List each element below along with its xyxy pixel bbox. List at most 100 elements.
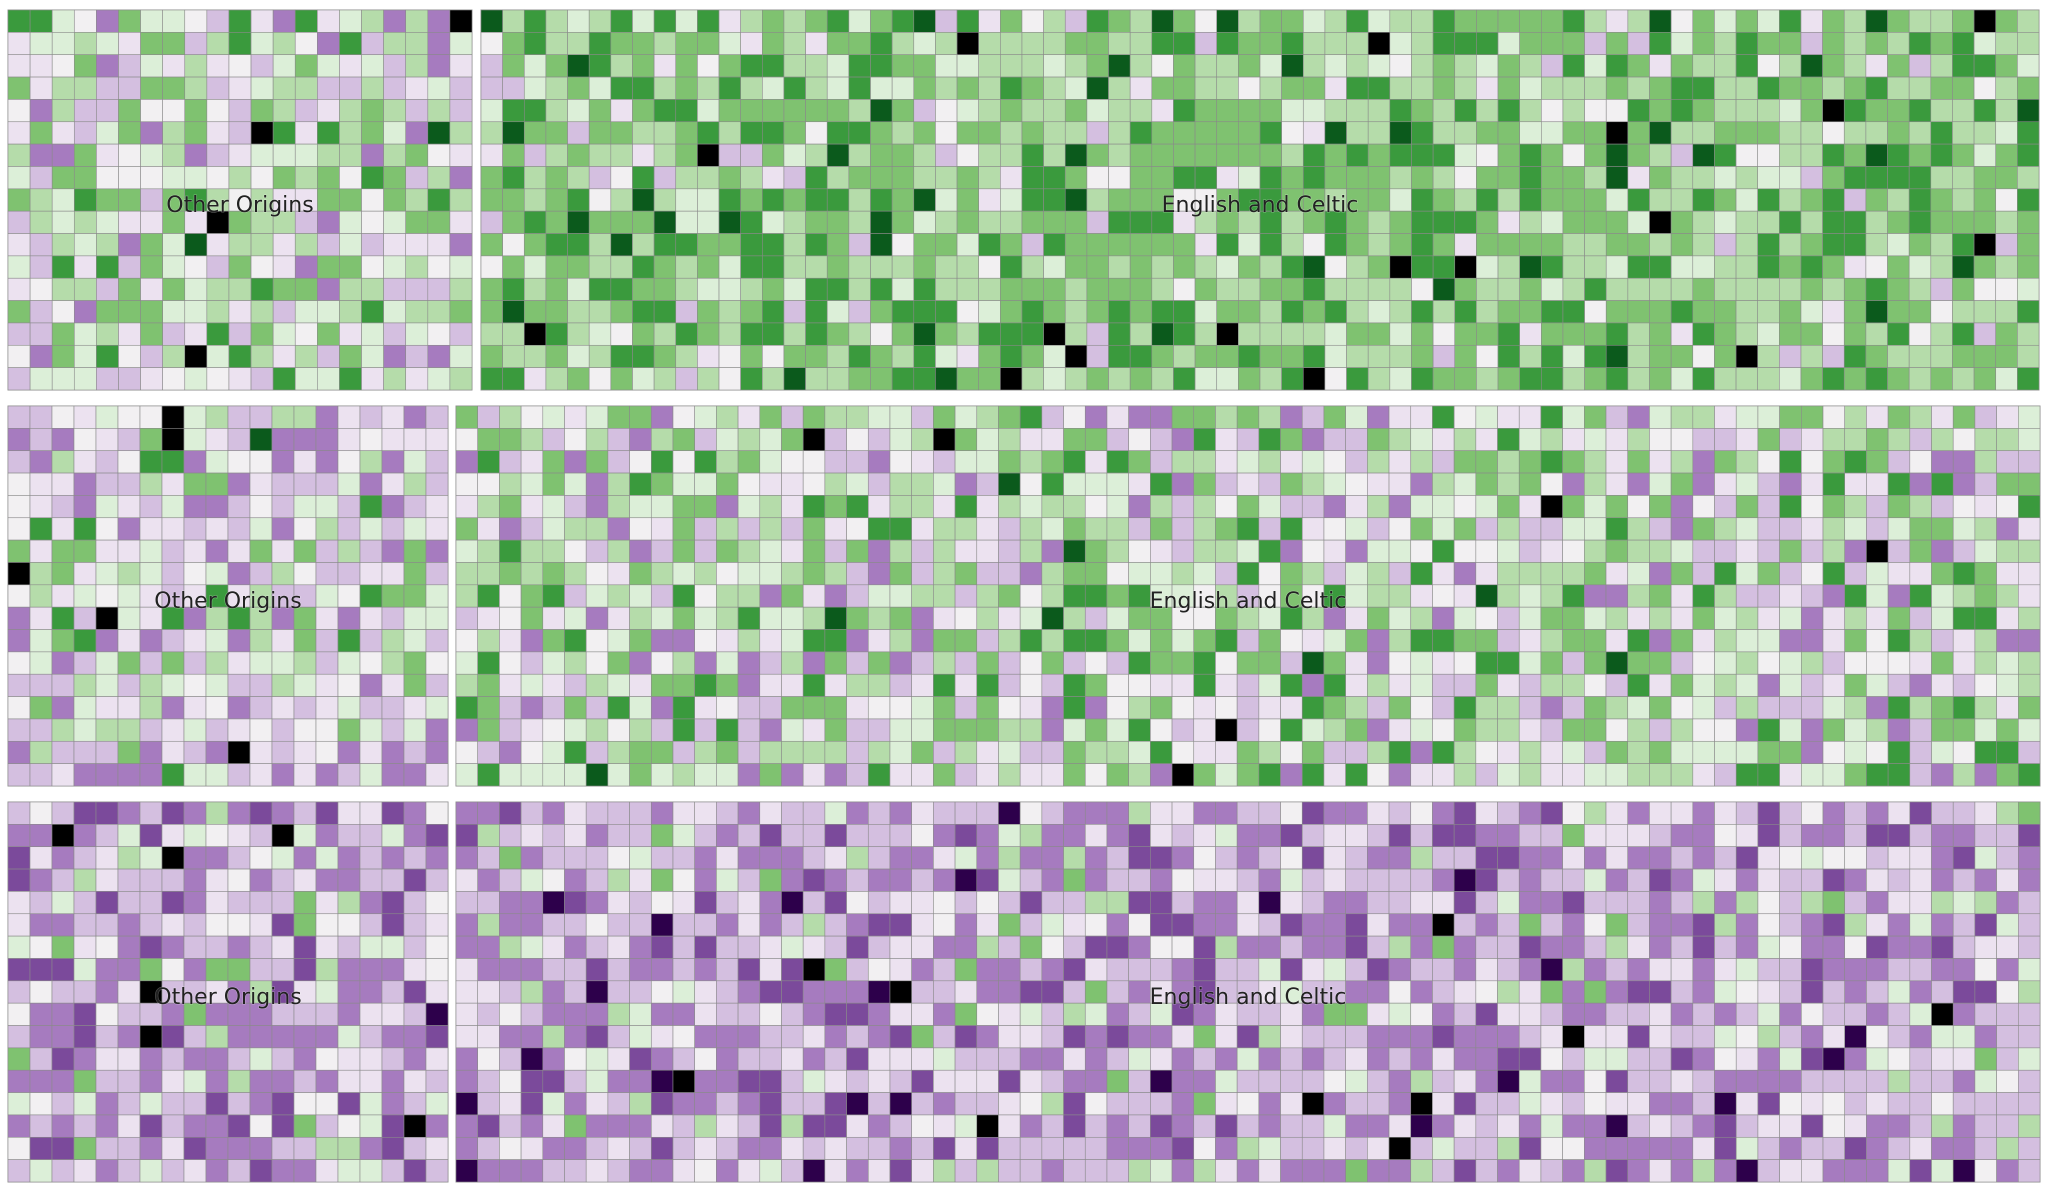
- heatmap-cell: [140, 76, 163, 100]
- heatmap-cell: [1670, 166, 1694, 190]
- heatmap-cell: [502, 344, 525, 368]
- heatmap-cell: [317, 255, 340, 279]
- heatmap-cell: [1735, 188, 1759, 212]
- heatmap-cell: [1367, 367, 1391, 391]
- heatmap-cell: [564, 472, 587, 496]
- heatmap-cell: [1128, 584, 1151, 608]
- heatmap-cell: [867, 517, 891, 541]
- heatmap-cell: [337, 801, 361, 825]
- heatmap-cell: [1844, 891, 1867, 915]
- heatmap-cell: [1649, 517, 1672, 541]
- heatmap-cell: [293, 673, 317, 697]
- heatmap-cell: [405, 54, 429, 78]
- heatmap-cell: [1995, 255, 2018, 279]
- heatmap-cell: [1649, 846, 1672, 870]
- heatmap-cell: [161, 517, 185, 541]
- heatmap-cell: [1194, 322, 1218, 346]
- heatmap-cell: [381, 980, 405, 1004]
- heatmap-cell: [1887, 763, 1911, 787]
- heatmap-cell: [1779, 1047, 1802, 1071]
- heatmap-cell: [1411, 255, 1434, 279]
- heatmap-cell: [759, 428, 782, 452]
- heatmap-cell: [1605, 718, 1629, 742]
- heatmap-cell: [1843, 32, 1867, 55]
- heatmap-cell: [499, 980, 522, 1004]
- heatmap-cell: [1475, 428, 1498, 452]
- heatmap-cell: [802, 1069, 826, 1093]
- heatmap-cell: [403, 495, 427, 519]
- heatmap-cell: [1714, 255, 1737, 279]
- heatmap-cell: [1063, 868, 1086, 892]
- heatmap-cell: [1258, 450, 1281, 474]
- heatmap-cell: [978, 300, 1001, 324]
- heatmap-cell: [1931, 1047, 1954, 1071]
- heatmap-cell: [1519, 255, 1542, 279]
- heatmap-cell: [567, 367, 590, 391]
- heatmap-cell: [911, 718, 934, 742]
- heatmap-cell: [1973, 277, 1997, 301]
- heatmap-cell: [1259, 166, 1282, 190]
- heatmap-cell: [449, 277, 473, 301]
- heatmap-cell: [317, 32, 340, 55]
- heatmap-cell: [499, 718, 522, 742]
- heatmap-cell: [889, 1025, 912, 1049]
- heatmap-cell: [227, 673, 251, 697]
- heatmap-cell: [523, 188, 547, 212]
- heatmap-cell: [759, 1025, 782, 1049]
- heatmap-cell: [1345, 1002, 1368, 1026]
- heatmap-cell: [781, 651, 804, 675]
- heatmap-cell: [1367, 958, 1390, 982]
- heatmap-cell: [759, 1092, 782, 1116]
- heatmap-cell: [73, 255, 97, 279]
- heatmap-cell: [1043, 367, 1066, 391]
- heatmap-cell: [183, 472, 207, 496]
- heatmap-cell: [73, 891, 97, 915]
- heatmap-cell: [585, 980, 609, 1004]
- heatmap-cell: [1584, 763, 1607, 787]
- heatmap-cell: [1323, 935, 1346, 959]
- heatmap-cell: [1735, 958, 1759, 982]
- heatmap-cell: [1236, 740, 1260, 764]
- heatmap-cell: [998, 980, 1021, 1004]
- heatmap-cell: [1216, 121, 1239, 145]
- heatmap-cell: [1388, 740, 1412, 764]
- heatmap-cell: [1019, 1159, 1043, 1183]
- heatmap-cell: [1476, 166, 1499, 190]
- heatmap-cell: [629, 868, 652, 892]
- heatmap-cell: [523, 9, 547, 33]
- heatmap-cell: [1171, 1025, 1195, 1049]
- heatmap-cell: [846, 1002, 869, 1026]
- heatmap-cell: [29, 322, 53, 346]
- heatmap-cell: [51, 913, 75, 937]
- heatmap-cell: [7, 210, 31, 234]
- heatmap-cell: [1562, 277, 1585, 301]
- heatmap-cell: [449, 121, 473, 145]
- heatmap-cell: [805, 166, 828, 190]
- heatmap-cell: [1692, 868, 1715, 892]
- heatmap-cell: [1453, 651, 1477, 675]
- heatmap-cell: [205, 801, 229, 825]
- heatmap-cell: [911, 428, 934, 452]
- heatmap-cell: [1649, 188, 1672, 212]
- heatmap-cell: [272, 76, 296, 100]
- heatmap-cell: [29, 405, 53, 429]
- heatmap-cell: [1931, 718, 1954, 742]
- heatmap-cell: [1584, 300, 1607, 324]
- heatmap-cell: [1909, 495, 1932, 519]
- heatmap-cell: [1497, 472, 1520, 496]
- heatmap-cell: [846, 495, 869, 519]
- heatmap-cell: [891, 210, 915, 234]
- heatmap-cell: [1019, 1092, 1043, 1116]
- heatmap-cell: [249, 1159, 273, 1183]
- heatmap-cell: [1931, 428, 1954, 452]
- heatmap-cell: [477, 629, 500, 653]
- heatmap-cell: [781, 718, 804, 742]
- heatmap-cell: [1281, 9, 1304, 33]
- heatmap-cell: [1367, 166, 1391, 190]
- heatmap-cell: [1757, 1047, 1780, 1071]
- heatmap-cell: [737, 428, 761, 452]
- heatmap-cell: [848, 188, 871, 212]
- heatmap-cell: [629, 651, 652, 675]
- heatmap-cell: [1584, 651, 1607, 675]
- heatmap-cell: [978, 255, 1001, 279]
